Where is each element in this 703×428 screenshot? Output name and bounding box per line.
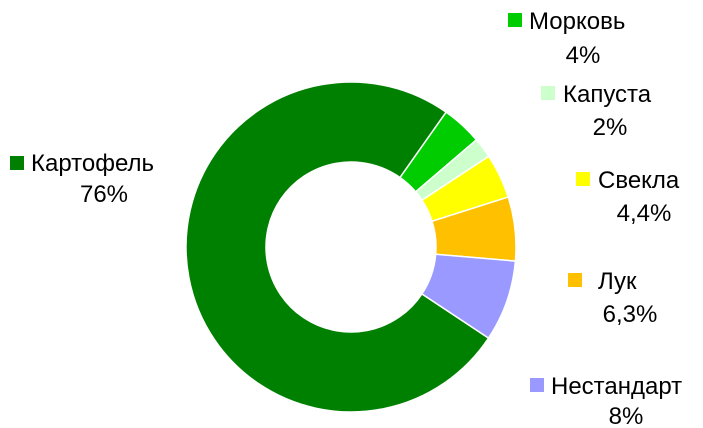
legend-swatch-kapusta <box>541 86 555 100</box>
label-group-kartofel: Картофель 76% <box>10 150 154 208</box>
legend-swatch-morkov <box>508 13 522 27</box>
slice-value-nestandart: 8% <box>609 403 644 428</box>
slice-value-luk: 6,3% <box>603 301 658 328</box>
legend-swatch-nestandart <box>530 378 544 392</box>
slice-value-kartofel: 76% <box>80 181 128 208</box>
slice-label-kartofel: Картофель <box>31 150 154 177</box>
label-group-kapusta: Капуста 2% <box>541 81 652 141</box>
slice-label-luk: Лук <box>598 268 637 295</box>
label-group-svekla: Свекла 4,4% <box>576 167 680 227</box>
slice-value-svekla: 4,4% <box>617 200 672 227</box>
label-group-nestandart: Нестандарт 8% <box>530 373 682 428</box>
slice-kartofel <box>185 81 490 413</box>
label-group-morkov: Морковь 4% <box>508 8 625 69</box>
slice-label-nestandart: Нестандарт <box>551 373 682 400</box>
slice-nestandart <box>420 253 517 340</box>
slice-value-kapusta: 2% <box>593 114 628 141</box>
slice-value-morkov: 4% <box>566 42 601 69</box>
slice-label-kapusta: Капуста <box>563 81 652 108</box>
slice-label-morkov: Морковь <box>529 8 625 35</box>
slice-label-svekla: Свекла <box>598 167 680 194</box>
legend-swatch-svekla <box>576 172 590 186</box>
label-group-luk: Лук 6,3% <box>568 268 657 328</box>
legend-swatch-kartofel <box>10 156 24 170</box>
slices-group <box>185 81 517 413</box>
legend-swatch-luk <box>568 273 582 287</box>
labels-group: Картофель 76% Морковь 4% Капуста 2% Свек… <box>10 8 682 428</box>
